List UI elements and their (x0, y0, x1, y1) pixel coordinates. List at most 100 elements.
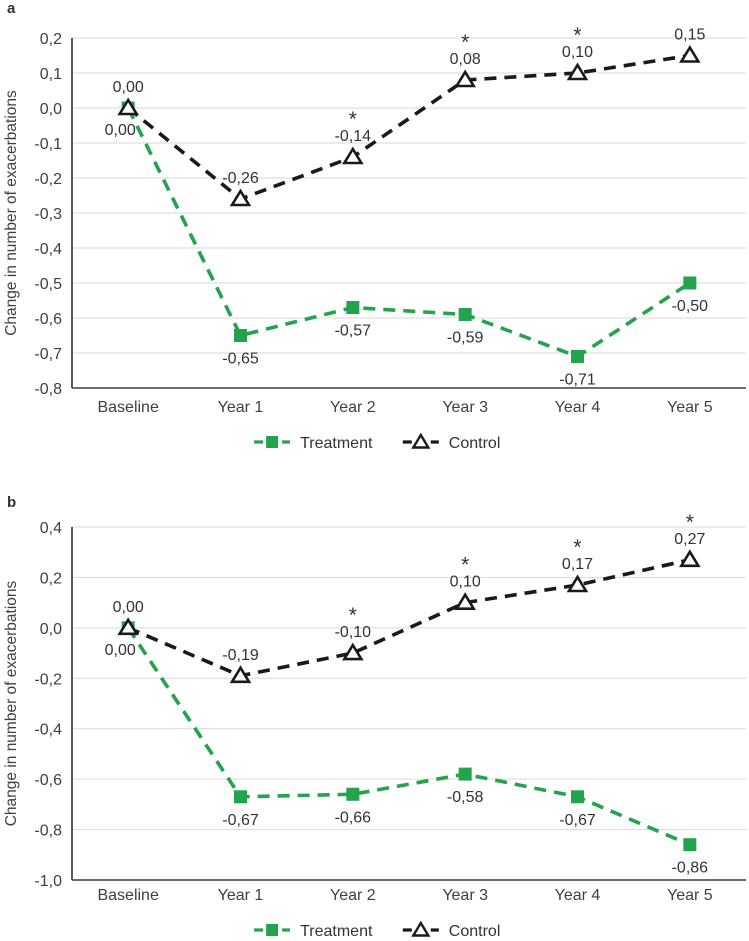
data-label: -0,67 (222, 812, 259, 829)
data-label: 0,00 (105, 122, 136, 139)
x-tick-label: Year 5 (667, 399, 713, 416)
y-tick-label: 0,0 (40, 621, 62, 638)
x-tick-label: Year 4 (555, 887, 601, 904)
legend-item-control: Control (402, 920, 501, 940)
significance-asterisk: * (686, 511, 694, 534)
y-axis-title: Change in number of exacerbations (3, 580, 20, 826)
treatment-marker (571, 350, 584, 363)
y-tick-label: -0,2 (34, 671, 62, 688)
legend: Treatment Control (254, 920, 501, 940)
significance-asterisk: * (461, 554, 469, 577)
y-tick-label: 0,4 (40, 520, 62, 537)
control-line (127, 558, 691, 678)
data-label: 0,27 (674, 531, 705, 548)
data-label: 0,00 (113, 599, 144, 616)
control-marker (454, 69, 476, 88)
y-tick-label: 0,2 (40, 570, 62, 587)
data-label: 0,17 (562, 556, 593, 573)
treatment-marker (683, 838, 697, 852)
data-label: -0,19 (222, 647, 259, 664)
x-tick-label: Year 2 (330, 887, 376, 904)
control-marker (566, 62, 589, 81)
y-tick-label: -0,6 (34, 772, 62, 789)
data-label: -0,10 (335, 624, 372, 641)
data-label: -0,59 (447, 330, 484, 347)
significance-asterisk: * (573, 24, 581, 47)
x-tick-label: Year 4 (555, 399, 601, 416)
series-control: 0,00 -0,19-0,10*0,10* 0,17* 0,27* (105, 511, 706, 684)
y-tick-label: -0,5 (34, 276, 62, 293)
data-label: -0,67 (559, 812, 596, 829)
y-tick-label: -0,7 (34, 346, 62, 363)
x-tick-label: Baseline (97, 399, 158, 416)
x-tick-label: Year 3 (442, 399, 488, 416)
significance-asterisk: * (573, 536, 581, 559)
legend-item-control: Control (402, 432, 501, 452)
treatment-marker (346, 301, 360, 314)
y-tick-label: -1,0 (34, 873, 62, 890)
y-tick-label: -0,4 (34, 241, 62, 258)
legend-label-control: Control (449, 923, 501, 940)
x-tick-label: Year 1 (218, 887, 264, 904)
control-marker (117, 97, 139, 116)
y-tick-label: 0,0 (40, 101, 62, 118)
legend-treatment-marker (266, 924, 279, 936)
data-label: 0,00 (113, 79, 144, 96)
legend: Treatment Control (254, 432, 501, 452)
x-tick-label: Year 2 (330, 399, 376, 416)
significance-asterisk: * (349, 108, 357, 131)
gridlines (72, 37, 746, 389)
data-label: 0,10 (562, 44, 593, 61)
y-tick-label: -0,8 (34, 381, 62, 398)
data-label: -0,50 (672, 298, 709, 315)
panel-label-b: b (7, 494, 17, 511)
treatment-marker (458, 308, 472, 321)
data-label: -0,14 (335, 128, 372, 145)
line-chart-b: 0,4 0,2 0,0 -0,2 -0,4 -0,6 -0,8 -1,0 Change in n… (3, 511, 746, 940)
legend-control-marker (411, 920, 431, 937)
treatment-marker (234, 790, 247, 804)
x-tick-label: Year 1 (218, 399, 264, 416)
chart-panel-b: b 0,4 0,2 0,0 -0,2 -0,4 -0,6 -0,8 -1,0 Change in… (0, 470, 749, 941)
treatment-line (126, 107, 691, 359)
legend-label-treatment: Treatment (300, 435, 373, 452)
control-marker (229, 665, 252, 684)
chart-b-canvas: 0,4 0,2 0,0 -0,2 -0,4 -0,6 -0,8 -1,0 Change in n… (0, 470, 749, 941)
y-tick-label: -0,8 (34, 823, 62, 840)
series-treatment: 0,00 -0,65 -0,57 -0,59 -0,71 -0,50 (113, 79, 709, 389)
control-marker (454, 592, 476, 610)
x-tick-label: Year 3 (442, 887, 488, 904)
x-tick-label: Baseline (97, 887, 158, 904)
data-label: -0,65 (222, 351, 259, 368)
legend-item-treatment: Treatment (254, 923, 373, 940)
gridlines (72, 526, 746, 881)
legend-treatment-marker (266, 436, 279, 448)
y-tick-label: -0,6 (34, 311, 62, 328)
y-tick-label: -0,3 (34, 206, 62, 223)
control-marker (342, 146, 364, 165)
control-marker (117, 617, 139, 636)
x-tick-label: Year 5 (667, 887, 713, 904)
legend-control-marker (411, 432, 431, 449)
data-label: -0,58 (447, 789, 484, 806)
data-label: -0,86 (672, 860, 709, 877)
control-marker (679, 549, 701, 568)
treatment-marker (683, 276, 697, 290)
legend-label-control: Control (449, 435, 501, 452)
panel-label-a: a (7, 0, 16, 17)
treatment-marker (458, 767, 472, 781)
significance-asterisk: * (349, 604, 357, 627)
data-label: 0,10 (450, 574, 481, 591)
control-marker (566, 574, 589, 593)
data-label: 0,15 (674, 27, 705, 44)
data-label: -0,57 (335, 323, 372, 340)
series-treatment: 0,00 -0,67 -0,66 -0,58 -0,67 -0,86 (113, 599, 709, 877)
treatment-marker (234, 329, 247, 342)
y-tick-label: -0,1 (34, 136, 62, 153)
data-label: -0,71 (559, 372, 596, 389)
line-chart-a: 0,2 0,1 0,0 -0,1 -0,2 -0,3 -0,4 -0,5 -0,6 -0,7 -0,… (3, 24, 746, 452)
treatment-marker (346, 787, 360, 801)
treatment-line (126, 626, 691, 847)
y-tick-label: -0,2 (34, 171, 62, 188)
